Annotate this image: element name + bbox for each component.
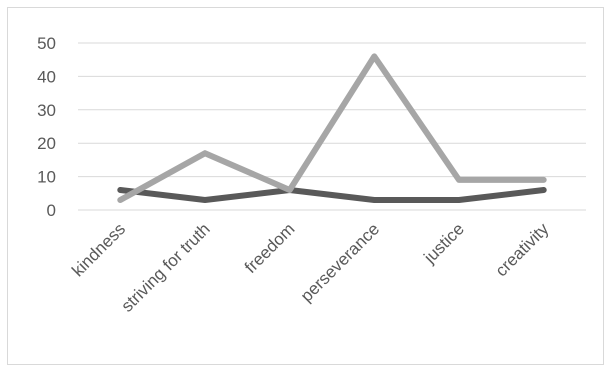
x-category-label: striving for truth: [118, 219, 214, 315]
x-category-label: perseverance: [297, 219, 383, 305]
y-tick-label-40: 40: [37, 67, 56, 86]
y-tick-label-0: 0: [47, 201, 56, 220]
series-lines: [117, 53, 547, 203]
y-tick-label-10: 10: [37, 168, 56, 187]
y-axis-tick-labels: 0 10 20 30 40 50: [37, 34, 56, 220]
x-category-label: freedom: [241, 219, 299, 277]
series-line-2: [117, 53, 547, 203]
x-category-label: kindness: [68, 219, 129, 280]
chart-frame: [7, 7, 604, 365]
y-tick-label-20: 20: [37, 134, 56, 153]
x-category-label: justice: [420, 219, 468, 267]
y-tick-label-50: 50: [37, 34, 56, 53]
x-category-label: creativity: [492, 219, 553, 280]
y-tick-label-30: 30: [37, 101, 56, 120]
series-line-1: [117, 187, 547, 203]
